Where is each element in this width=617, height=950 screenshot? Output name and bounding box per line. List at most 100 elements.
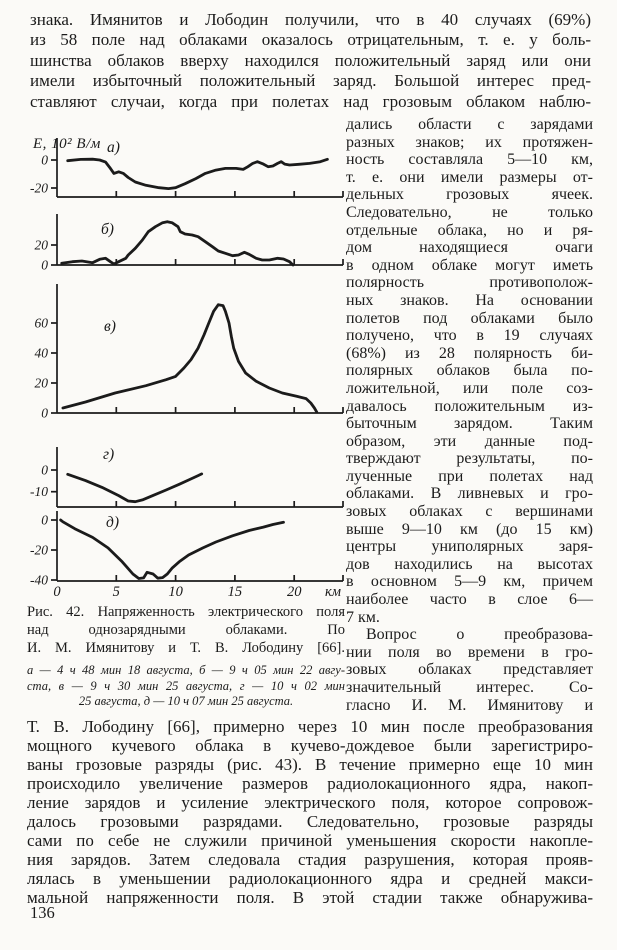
- text-line: сами по себе не служили причиной уменьше…: [27, 831, 593, 850]
- text-line: а — 4 ч 48 мин 18 августа, б — 9 ч 05 ми…: [27, 663, 345, 678]
- text-line: значительный интерес. Со-: [346, 679, 593, 696]
- text-line: ление зарядов и усиление электрического …: [27, 793, 593, 812]
- text-line: образом, эти данные под-: [346, 432, 593, 450]
- text-line: Т. В. Лободину [66], примерно через 10 м…: [27, 717, 593, 736]
- x-tick-label: 5: [112, 584, 120, 600]
- curve-d: [59, 518, 285, 580]
- y-tick-label: -20: [30, 181, 48, 196]
- chart-panel-b: 20 0 б): [35, 214, 344, 273]
- chart-panel-g: 0 -10 г): [30, 446, 344, 508]
- text-line: в основном 5—9 км, причем: [346, 573, 593, 591]
- figure-y-axis-title: E, 10² В/м: [33, 136, 101, 152]
- text-line: Вопрос о преобразова-: [366, 626, 593, 644]
- text-line: имели избыточный положительный заряд. Бо…: [30, 71, 591, 91]
- text-line: 25 августа, д — 10 ч 07 мин 25 августа.: [78, 693, 294, 708]
- chart-panel-d: 0 -20 -40 д): [30, 511, 344, 588]
- x-tick-label: 20: [286, 584, 302, 600]
- text-line: дом находящиеся очаги: [346, 239, 593, 257]
- text-line: ваны грозовые разряды (рис. 43). В течен…: [27, 755, 593, 774]
- y-tick-label: 0: [41, 513, 48, 528]
- bottom-paragraph: Т. В. Лободину [66], примерно через 10 м…: [27, 717, 593, 907]
- text-line: тверждают результаты, по-: [346, 450, 593, 468]
- text-line: ставляют случаи, когда при полетах над г…: [30, 91, 591, 111]
- y-tick-label: -40: [30, 573, 48, 588]
- text-line: отдельные облака, но и ря-: [346, 221, 593, 239]
- figure-canvas: E, 10² В/м 0 5 10 15 20 км 0 -20 а) 20 0 б) 60 40 20 0…: [27, 136, 345, 602]
- text-line: зовых облаках с вершинами: [346, 503, 593, 521]
- text-line: Следовательно, не только: [346, 203, 593, 221]
- text-line: происходило увеличение размеров радиолок…: [27, 774, 593, 793]
- panel-label-a: а): [107, 139, 120, 156]
- text-line: 7 км.: [346, 608, 380, 626]
- text-line: ста, в — 9 ч 30 мин 25 августа, г — 10 ч…: [27, 678, 345, 693]
- text-line: гласно И. М. Имянитову и: [346, 696, 593, 714]
- text-line: мальной напряженности поля. В этой стади…: [27, 888, 593, 907]
- text-line: ность составляла 5—10 км,: [346, 151, 593, 169]
- y-tick-label: 60: [35, 316, 49, 331]
- text-line: получено, что в 19 случаях: [346, 327, 593, 345]
- text-line: далось грозовыми разрядами. Следовательн…: [27, 812, 593, 831]
- y-tick-label: 40: [35, 346, 49, 361]
- text-line: дались области с зарядами: [346, 116, 593, 133]
- figure-caption-main: Рис. 42. Напряженность электрического по…: [27, 604, 345, 657]
- text-line: ных знаков. На основании: [346, 291, 593, 309]
- text-line: нии поля во времени в гро-: [346, 643, 593, 661]
- text-line: над однозарядными облаками. По: [27, 621, 345, 638]
- text-line: зовых облаках представляет: [346, 661, 593, 679]
- curve-a: [66, 157, 329, 190]
- y-tick-label: -10: [30, 484, 48, 499]
- text-line: давалось положительным из-: [346, 397, 593, 415]
- text-line: полетов под облаками было: [346, 309, 593, 327]
- text-line: дов находились на высотах: [346, 555, 593, 573]
- curve-g: [66, 472, 204, 504]
- curve-b: [60, 220, 295, 267]
- text-line: знака. Имянитов и Лободин получили, что …: [30, 10, 591, 29]
- text-line: ложительной, или поле соз-: [346, 379, 593, 397]
- text-line: И. М. Имянитову и Т. В. Лободину [66].: [27, 639, 345, 656]
- text-line: дельных грозовых ячеек.: [346, 186, 593, 204]
- text-line: в одном облаке могут иметь: [346, 256, 593, 274]
- y-tick-label: -20: [30, 543, 48, 558]
- x-tick-label: 10: [168, 584, 183, 600]
- panel-label-d: д): [106, 514, 119, 531]
- text-line: т. е. они имели размеры от-: [346, 168, 593, 186]
- y-tick-label: 20: [35, 238, 49, 253]
- text-line: (68%) из 28 полярность би-: [346, 344, 593, 362]
- text-line: мощного кучевого облака в кучево-дождево…: [27, 736, 593, 755]
- text-line: ния зарядов. Затем следовала стадия разр…: [27, 850, 593, 869]
- figure-caption-details: а — 4 ч 48 мин 18 августа, б — 9 ч 05 ми…: [27, 663, 345, 709]
- right-column-paragraph-2: Вопрос о преобразова-нии поля во времени…: [346, 626, 593, 714]
- text-line: разных знаков; их протяжен-: [346, 133, 593, 151]
- text-line: выше 9—10 км (до 15 км): [346, 520, 593, 538]
- chart-panel-v: 60 40 20 0 в): [35, 284, 344, 421]
- text-line: центры униполярных заря-: [346, 538, 593, 556]
- chart-panel-a: 0 -20 а): [30, 138, 344, 198]
- text-line: облаками. В ливневых и гро-: [346, 485, 593, 503]
- text-line: полярность противополож-: [346, 274, 593, 292]
- top-paragraph: знака. Имянитов и Лободин получили, что …: [30, 10, 591, 112]
- curve-v: [61, 303, 319, 414]
- figure-caption: Рис. 42. Напряженность электрического по…: [27, 604, 345, 709]
- right-column: дались области с зарядами разных знаков; …: [346, 116, 593, 714]
- panel-label-b: б): [101, 221, 114, 238]
- text-line: лялась в уменьшении радиолокационного яд…: [27, 869, 593, 888]
- x-tick-label: 0: [53, 584, 61, 600]
- panel-label-v: в): [104, 318, 116, 335]
- panel-label-g: г): [103, 446, 114, 463]
- y-tick-label: 0: [41, 258, 48, 273]
- text-line: из 58 поле над облаками оказалось отрица…: [30, 30, 591, 50]
- text-line: полярных облаков была по-: [346, 362, 593, 380]
- y-tick-label: 0: [41, 463, 48, 478]
- text-line: шинства облаков вверху находился положит…: [30, 50, 591, 70]
- text-line: наиболее часто в слое 6—: [346, 591, 593, 609]
- x-tick-label: 15: [227, 584, 243, 600]
- x-axis-unit-label: км: [325, 584, 342, 600]
- y-tick-label: 0: [41, 406, 48, 421]
- right-column-paragraph-1: дались области с зарядами разных знаков; …: [346, 116, 593, 626]
- text-line: быточным зарядом. Таким: [346, 415, 593, 433]
- y-tick-label: 20: [35, 376, 49, 391]
- figure-x-axis-labels: 0 5 10 15 20 км: [27, 584, 345, 602]
- text-line: лученные при полетах над: [346, 467, 593, 485]
- y-tick-label: 0: [41, 153, 48, 168]
